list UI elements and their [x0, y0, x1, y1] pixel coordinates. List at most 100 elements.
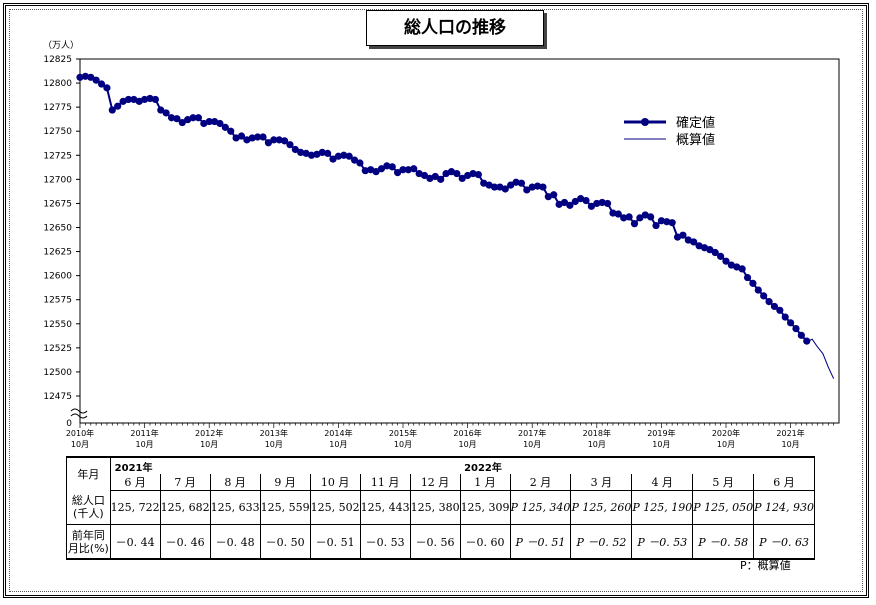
- y-tick-label: 12550: [43, 320, 72, 330]
- x-tick-month: 10月: [265, 440, 283, 449]
- row-header-change: 前年同 月比(%): [66, 524, 111, 560]
- data-point: [571, 197, 579, 206]
- data-point: [781, 313, 789, 321]
- data-point: [167, 114, 176, 122]
- data-point: [717, 252, 725, 260]
- data-point: [420, 171, 429, 180]
- data-point: [264, 139, 273, 147]
- x-tick-month: 10月: [523, 440, 541, 449]
- data-point: [453, 169, 461, 178]
- y-tick-label: 12500: [43, 368, 72, 378]
- row-header-population: 総人口 (千人): [66, 490, 111, 525]
- y-tick-label: 12575: [43, 296, 72, 306]
- y-tick-label: 12675: [43, 199, 72, 209]
- x-tick-year: 2016年: [453, 428, 481, 438]
- data-point: [630, 220, 639, 228]
- x-tick-month: 10月: [588, 440, 606, 449]
- data-point: [114, 102, 122, 110]
- data-point: [652, 221, 660, 230]
- outer-frame: [3, 3, 869, 598]
- data-point: [469, 169, 477, 178]
- x-tick-month: 10月: [136, 440, 154, 449]
- month-cell: 2 月: [509, 474, 572, 491]
- data-point: [533, 182, 542, 190]
- y-tick-label: 12800: [43, 79, 72, 89]
- data-point: [722, 257, 730, 265]
- y-tick-label: 12750: [43, 127, 72, 137]
- data-point: [334, 152, 342, 160]
- legend: 確定値 概算値: [624, 115, 715, 148]
- x-tick-month: 10月: [329, 440, 347, 449]
- population-cell: 125, 722: [109, 490, 161, 525]
- data-point: [593, 199, 601, 208]
- data-point: [291, 145, 299, 154]
- data-point: [237, 132, 246, 140]
- data-point: [647, 213, 655, 221]
- change-cell: －0. 56: [409, 524, 461, 560]
- change-cell: P －0. 52: [570, 524, 633, 560]
- x-tick-year: 2019年: [647, 428, 675, 438]
- data-point: [297, 148, 305, 156]
- row-header-yearmonth: 年月: [66, 456, 111, 491]
- data-point: [738, 265, 746, 273]
- data-point: [458, 174, 466, 182]
- data-point: [280, 137, 289, 145]
- data-point: [178, 118, 186, 127]
- month-cell: 4 月: [631, 474, 694, 491]
- data-point: [765, 298, 773, 306]
- data-point: [286, 141, 294, 149]
- data-point: [205, 117, 213, 126]
- change-cell: －0. 60: [459, 524, 511, 560]
- data-point: [259, 133, 267, 141]
- data-point: [248, 134, 256, 142]
- population-cell: 125, 633: [209, 490, 261, 525]
- data-point: [151, 95, 159, 104]
- legend-confirmed-label: 確定値: [676, 115, 715, 131]
- series-line-confirmed: [79, 75, 808, 342]
- year-label-2022: 2022年: [460, 456, 816, 474]
- data-point: [754, 286, 762, 294]
- data-point: [711, 248, 719, 257]
- data-point: [108, 106, 116, 114]
- data-point: [404, 166, 412, 174]
- data-point: [345, 152, 353, 160]
- population-cell: P 125, 050: [692, 490, 755, 525]
- data-point: [173, 115, 181, 123]
- x-tick-year: 2020年: [712, 428, 740, 438]
- y-tick-label: 12825: [43, 55, 72, 65]
- x-tick-year: 2021年: [776, 428, 804, 438]
- change-cell: P －0. 63: [753, 524, 815, 560]
- x-tick-month: 10月: [652, 440, 670, 449]
- population-cell: 125, 443: [359, 490, 411, 525]
- data-point: [254, 133, 262, 141]
- year-label-2021: 2021年: [109, 456, 461, 474]
- population-cell: P 124, 930: [753, 490, 815, 525]
- data-point: [528, 183, 536, 191]
- population-cell: 125, 502: [309, 490, 361, 525]
- series-line-provisional: [806, 338, 835, 379]
- month-cell: 8 月: [209, 474, 261, 491]
- data-point: [388, 163, 396, 171]
- y-tick-label: 12475: [43, 392, 72, 402]
- data-point: [668, 219, 676, 227]
- data-point: [275, 136, 283, 144]
- change-cell: P －0. 51: [509, 524, 572, 560]
- y-tick-label: 12650: [43, 224, 72, 234]
- data-point: [749, 279, 757, 287]
- data-point: [636, 214, 644, 222]
- data-point: [437, 175, 445, 183]
- data-point: [103, 84, 111, 92]
- month-cell: 11 月: [359, 474, 411, 491]
- data-point: [550, 191, 558, 199]
- x-tick-month: 10月: [394, 440, 412, 449]
- month-cell: 7 月: [159, 474, 211, 491]
- data-point: [87, 73, 95, 81]
- change-cell: －0. 44: [109, 524, 161, 560]
- data-point: [431, 172, 439, 181]
- data-point: [587, 202, 596, 210]
- data-point: [162, 109, 170, 117]
- inner-frame: [9, 9, 863, 592]
- data-point: [189, 114, 197, 122]
